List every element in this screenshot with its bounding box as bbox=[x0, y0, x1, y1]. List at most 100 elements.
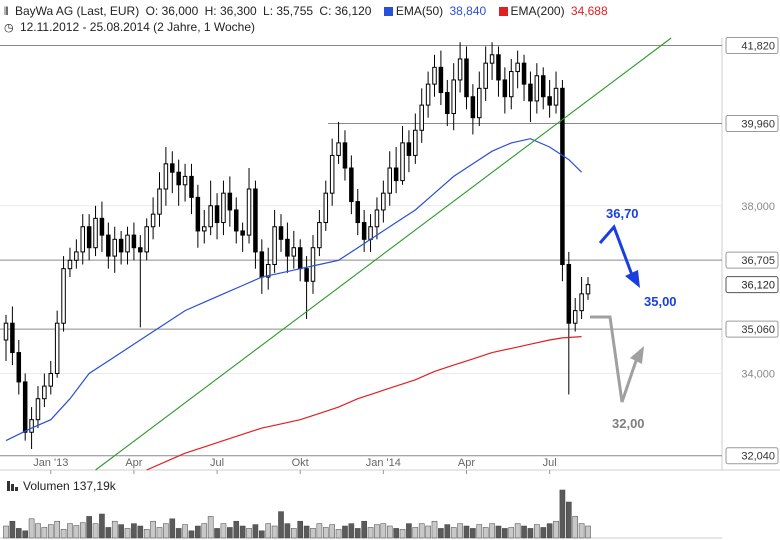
volume-bar bbox=[259, 530, 265, 539]
candle-body bbox=[361, 222, 367, 240]
volume-bar bbox=[284, 523, 291, 539]
volume-bar bbox=[265, 523, 272, 539]
volume-bar bbox=[303, 525, 310, 539]
candle-body bbox=[413, 129, 418, 156]
volume-bar bbox=[578, 523, 585, 539]
level-label: 32,040 bbox=[741, 451, 775, 463]
volume-bar bbox=[348, 523, 355, 539]
volume-bar bbox=[60, 529, 67, 539]
volume-bar bbox=[92, 523, 99, 539]
volume-bar bbox=[227, 527, 233, 539]
chart-header-line1: ⫴ BayWa AG (Last, EUR) O: 36,000 H: 36,3… bbox=[4, 4, 611, 19]
candle-body bbox=[170, 163, 175, 173]
candle-body bbox=[253, 188, 258, 253]
volume-bar bbox=[54, 520, 60, 539]
y-tick-label: 38,000 bbox=[741, 201, 775, 213]
indicator-lines bbox=[5, 37, 672, 471]
candle-body bbox=[54, 322, 60, 375]
ema50-line bbox=[5, 138, 583, 442]
candle-body bbox=[336, 142, 341, 156]
candle-body bbox=[387, 167, 392, 194]
open-value: O: 36,000 bbox=[145, 4, 199, 18]
candle-body bbox=[22, 381, 28, 433]
candle-body bbox=[272, 226, 277, 265]
volume-bar bbox=[380, 523, 387, 539]
candle-body bbox=[221, 192, 226, 224]
candle-body bbox=[138, 247, 143, 253]
candle-body bbox=[457, 58, 463, 81]
level-label-box bbox=[725, 320, 779, 338]
ema50-swatch bbox=[383, 7, 393, 16]
period-range: 12.11.2012 - 25.08.2014 (2 Jahre, 1 Woch… bbox=[19, 20, 256, 34]
volume-bar bbox=[111, 520, 118, 539]
candle-body bbox=[150, 213, 156, 228]
volume-bar bbox=[150, 520, 156, 539]
volume-bar bbox=[502, 528, 508, 539]
candle-body bbox=[317, 222, 322, 249]
volume-bar bbox=[585, 525, 591, 539]
volume-bar bbox=[495, 525, 502, 539]
candle-body bbox=[35, 398, 41, 421]
volume-bar bbox=[290, 528, 297, 539]
x-tick-label: Jul bbox=[210, 457, 224, 469]
candle-body bbox=[406, 142, 412, 156]
candle-body bbox=[560, 87, 565, 265]
level-label: 35,060 bbox=[741, 324, 775, 336]
volume-bar bbox=[131, 523, 137, 539]
candle-body bbox=[291, 247, 297, 257]
level-label-box bbox=[725, 115, 779, 133]
candle-body bbox=[496, 54, 501, 81]
x-tick-label: Jan '13 bbox=[33, 457, 68, 469]
volume-bar bbox=[393, 528, 399, 539]
volume-bar bbox=[540, 527, 547, 539]
candle-body bbox=[131, 234, 137, 249]
candle-body bbox=[451, 79, 456, 114]
volume-bar bbox=[47, 524, 54, 539]
volume-bar bbox=[137, 525, 144, 539]
candle-body bbox=[329, 154, 335, 194]
instrument-name: BayWa AG (Last, EUR) bbox=[14, 4, 140, 18]
candle-body bbox=[419, 104, 424, 131]
candle-body bbox=[323, 192, 329, 224]
x-tick-label: Apr bbox=[125, 457, 142, 469]
chart-type-icon[interactable]: ⫴ bbox=[4, 5, 9, 18]
volume-bar bbox=[79, 522, 86, 539]
candle-body bbox=[106, 234, 111, 257]
blue-arrowhead bbox=[625, 270, 640, 288]
candle-body bbox=[540, 75, 546, 98]
candle-body bbox=[432, 66, 437, 85]
candle-body bbox=[3, 322, 9, 341]
candle-body bbox=[310, 247, 316, 282]
candle-body bbox=[182, 175, 188, 186]
candle-body bbox=[534, 75, 540, 102]
candle-body bbox=[67, 259, 73, 270]
candle-body bbox=[566, 263, 572, 324]
volume-bar bbox=[297, 520, 304, 539]
candle-body bbox=[163, 163, 169, 190]
ema200-swatch bbox=[498, 7, 508, 16]
volume-bar bbox=[163, 523, 169, 539]
volume-bar bbox=[35, 523, 41, 539]
candle-body bbox=[208, 205, 213, 228]
volume-bar bbox=[566, 501, 572, 539]
axes-layer: 34,000 38,000 Jan '13 Apr Jul Okt Jan '14 Apr Ju… bbox=[33, 201, 775, 474]
candle-body bbox=[547, 96, 552, 106]
volume-bar bbox=[188, 530, 195, 539]
volume-bar bbox=[175, 528, 182, 539]
volume-bar bbox=[406, 523, 412, 539]
volume-bar bbox=[118, 524, 124, 539]
volume-bar bbox=[354, 528, 361, 539]
volume-bar bbox=[15, 528, 22, 539]
candle-body bbox=[368, 226, 373, 240]
candle-body bbox=[579, 293, 584, 312]
candle-body bbox=[515, 62, 520, 73]
volume-bar bbox=[271, 525, 278, 539]
volume-bar bbox=[316, 523, 323, 539]
candle-body bbox=[464, 58, 469, 98]
volume-bar bbox=[482, 527, 489, 539]
candle-body bbox=[528, 83, 533, 102]
last-price-box bbox=[725, 276, 779, 294]
volume-icon bbox=[15, 487, 18, 491]
candle-body bbox=[304, 268, 309, 282]
